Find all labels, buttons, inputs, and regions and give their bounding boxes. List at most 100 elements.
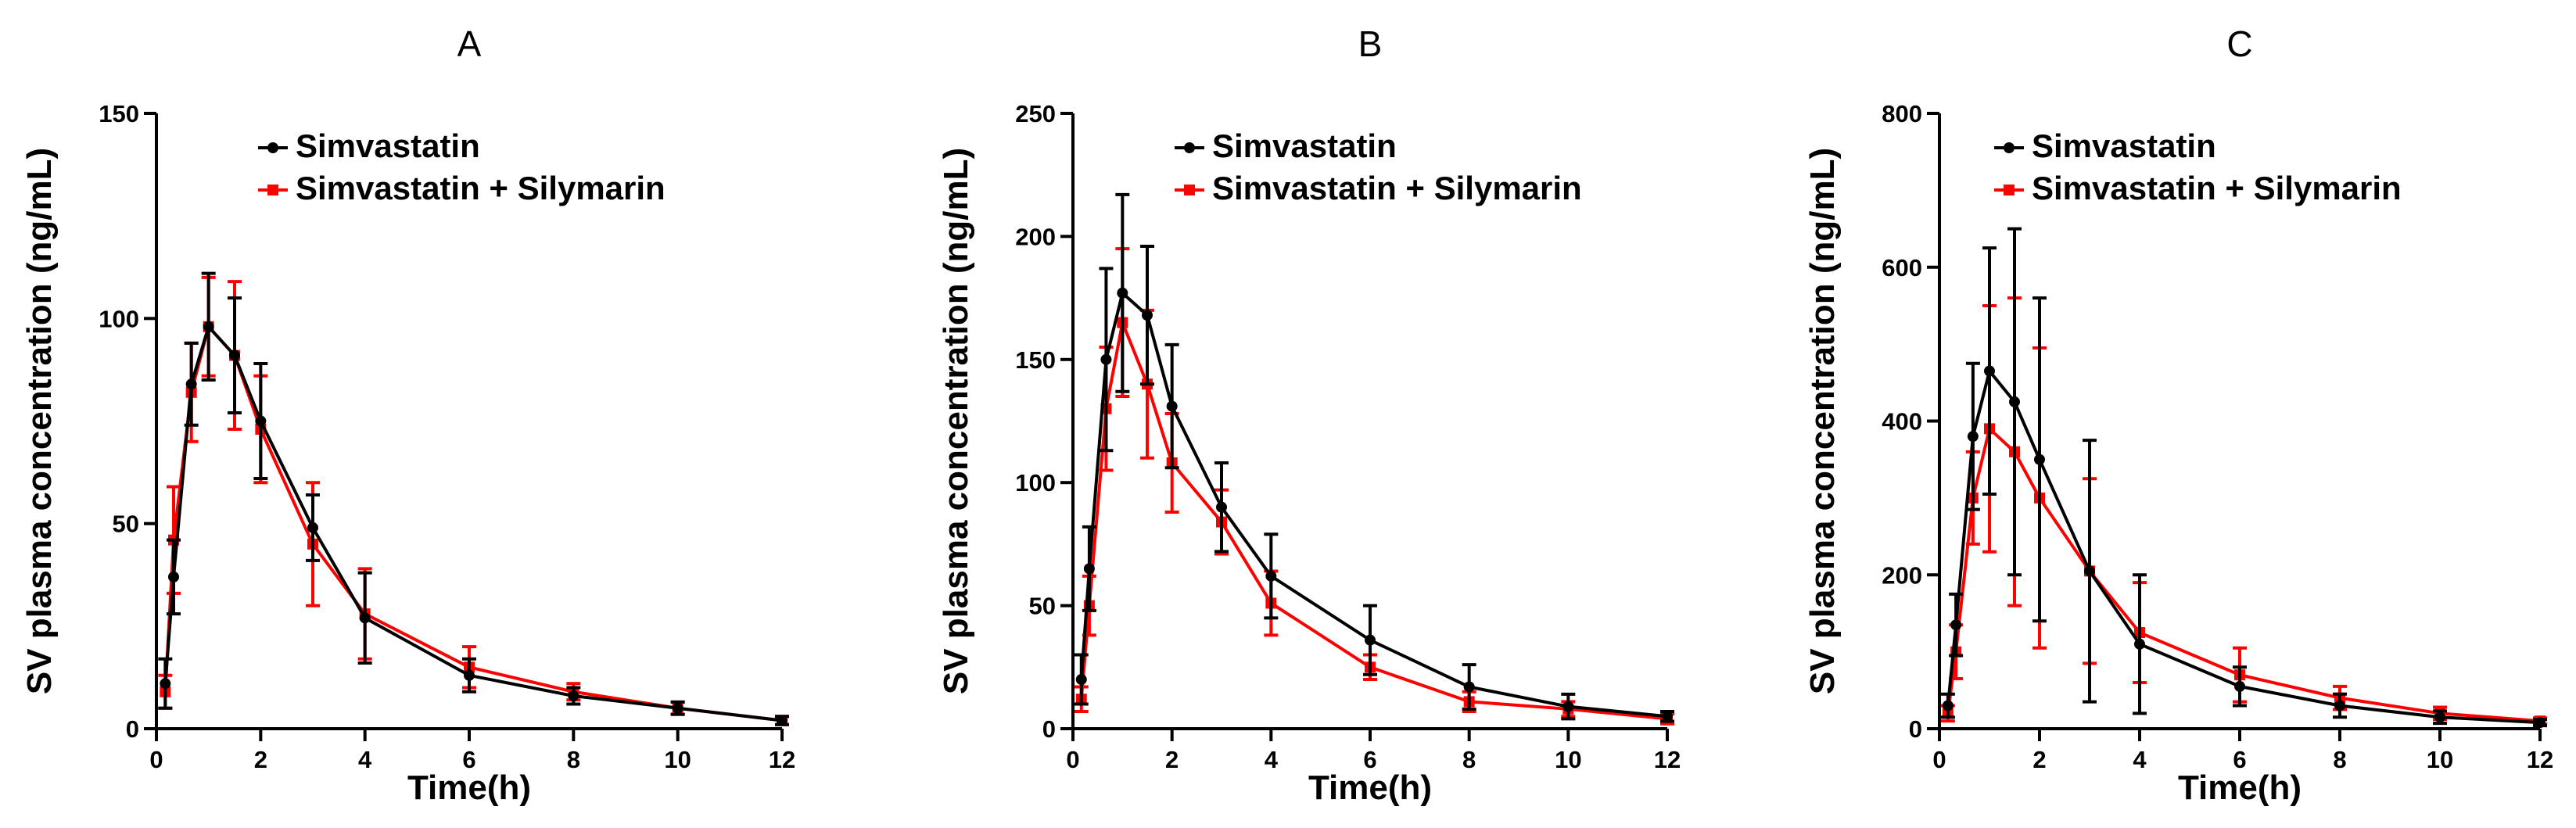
data-point	[2009, 396, 2020, 407]
data-point	[2134, 638, 2145, 650]
data-point	[1365, 634, 1376, 646]
data-point	[2434, 712, 2445, 723]
data-point	[1967, 431, 1979, 443]
y-tick-label: 400	[1882, 408, 1922, 436]
panel-letter: C	[2226, 23, 2252, 64]
panel-c: C 0 200 400 600 800 0 2 4 6 8 10 12 Time(h) SV plasma …	[1803, 23, 2553, 807]
y-tick-label: 250	[1015, 100, 1056, 127]
series-simvastatin-silymarin	[1940, 296, 2547, 727]
x-tick-label: 12	[769, 746, 795, 773]
series-line	[1079, 321, 1668, 721]
legend-marker	[267, 142, 278, 153]
data-point	[1984, 365, 1995, 377]
x-tick-label: 0	[1066, 746, 1079, 773]
y-tick-label: 150	[1015, 346, 1056, 374]
x-tick-label: 12	[2527, 746, 2553, 773]
data-point	[1463, 681, 1475, 693]
legend-marker	[2004, 142, 2015, 153]
legend: Simvastatin Simvastatin + Silymarin	[1994, 127, 2402, 206]
y-tick-label: 800	[1882, 100, 1922, 127]
x-tick-label: 4	[1265, 746, 1279, 773]
data-point	[160, 678, 171, 690]
x-axis-title: Time(h)	[407, 769, 531, 807]
x-tick-label: 2	[2032, 746, 2046, 773]
data-point	[185, 378, 197, 390]
x-tick-label: 2	[254, 746, 267, 773]
y-tick-label: 0	[1909, 715, 1922, 743]
x-tick-label: 6	[1363, 746, 1376, 773]
series-simvastatin	[158, 271, 789, 726]
y-axis-title: SV plasma concentration (ng/mL)	[1803, 148, 1842, 694]
data-point	[2234, 680, 2245, 692]
legend: Simvastatin Simvastatin + Silymarin	[258, 127, 666, 206]
data-point	[777, 715, 788, 726]
data-point	[1216, 501, 1227, 513]
data-point	[1662, 711, 1673, 722]
data-point	[1075, 674, 1087, 686]
data-point	[1083, 563, 1095, 575]
data-point	[229, 349, 240, 361]
series-line	[1079, 291, 1668, 719]
legend: Simvastatin Simvastatin + Silymarin	[1175, 127, 1582, 206]
legend-marker	[1184, 185, 1195, 195]
legend-label: Simvastatin	[2032, 127, 2216, 164]
panel-a: A 0 50 100 150 0 2 4 6 8 10 12 Time(h) SV plasma conc…	[20, 23, 795, 807]
data-point	[307, 522, 318, 533]
y-tick-label: 0	[126, 715, 139, 743]
data-point	[568, 690, 579, 702]
series-line	[1946, 369, 2541, 725]
x-tick-label: 6	[462, 746, 475, 773]
legend-label: Simvastatin + Silymarin	[2032, 170, 2402, 206]
x-tick-label: 4	[358, 746, 372, 773]
legend-label: Simvastatin + Silymarin	[296, 170, 666, 206]
data-point	[2334, 700, 2345, 712]
panel-letter: A	[457, 23, 482, 64]
series-simvastatin	[1940, 227, 2547, 729]
y-tick-label: 0	[1042, 715, 1056, 743]
x-tick-label: 0	[1932, 746, 1946, 773]
legend-marker	[1184, 142, 1195, 153]
x-tick-label: 8	[567, 746, 580, 773]
data-point	[1265, 570, 1277, 582]
x-axis-title: Time(h)	[1308, 769, 1432, 807]
data-point	[2535, 717, 2546, 729]
data-point	[1142, 310, 1153, 321]
data-point	[1117, 287, 1128, 299]
panel-b: B 0 50 100 150 200 250 0 2 4 6 8 10 12 Time(h) SV plasm…	[937, 23, 1681, 807]
x-tick-label: 10	[1555, 746, 1581, 773]
data-point	[2084, 565, 2095, 577]
y-tick-label: 600	[1882, 254, 1922, 281]
data-point	[1166, 400, 1178, 412]
data-point	[1942, 700, 1954, 712]
data-point	[203, 321, 214, 332]
x-tick-label: 12	[1654, 746, 1681, 773]
y-tick-label: 150	[99, 100, 139, 127]
legend-marker	[2004, 185, 2015, 195]
y-axis-title: SV plasma concentration (ng/mL)	[20, 148, 59, 694]
x-tick-label: 2	[1165, 746, 1179, 773]
y-tick-label: 200	[1882, 561, 1922, 589]
x-tick-label: 8	[2333, 746, 2346, 773]
x-tick-label: 6	[2233, 746, 2246, 773]
x-tick-label: 0	[149, 746, 163, 773]
y-tick-label: 200	[1015, 223, 1056, 250]
data-point	[359, 612, 371, 624]
legend-label: Simvastatin + Silymarin	[1212, 170, 1582, 206]
y-tick-label: 50	[1029, 593, 1056, 620]
x-tick-label: 10	[2427, 746, 2453, 773]
x-axis-title: Time(h)	[2178, 769, 2302, 807]
y-tick-label: 100	[99, 305, 139, 332]
data-point	[1100, 353, 1112, 365]
data-point	[1950, 619, 1962, 631]
data-point	[168, 571, 179, 582]
y-tick-label: 100	[1015, 469, 1056, 496]
data-point	[464, 669, 475, 681]
x-tick-label: 4	[2133, 746, 2147, 773]
y-tick-label: 50	[113, 511, 139, 538]
legend-marker	[267, 185, 278, 195]
y-axis-title: SV plasma concentration (ng/mL)	[937, 148, 975, 694]
series-line	[1946, 427, 2541, 723]
data-point	[2034, 453, 2045, 465]
legend-label: Simvastatin	[296, 127, 480, 164]
